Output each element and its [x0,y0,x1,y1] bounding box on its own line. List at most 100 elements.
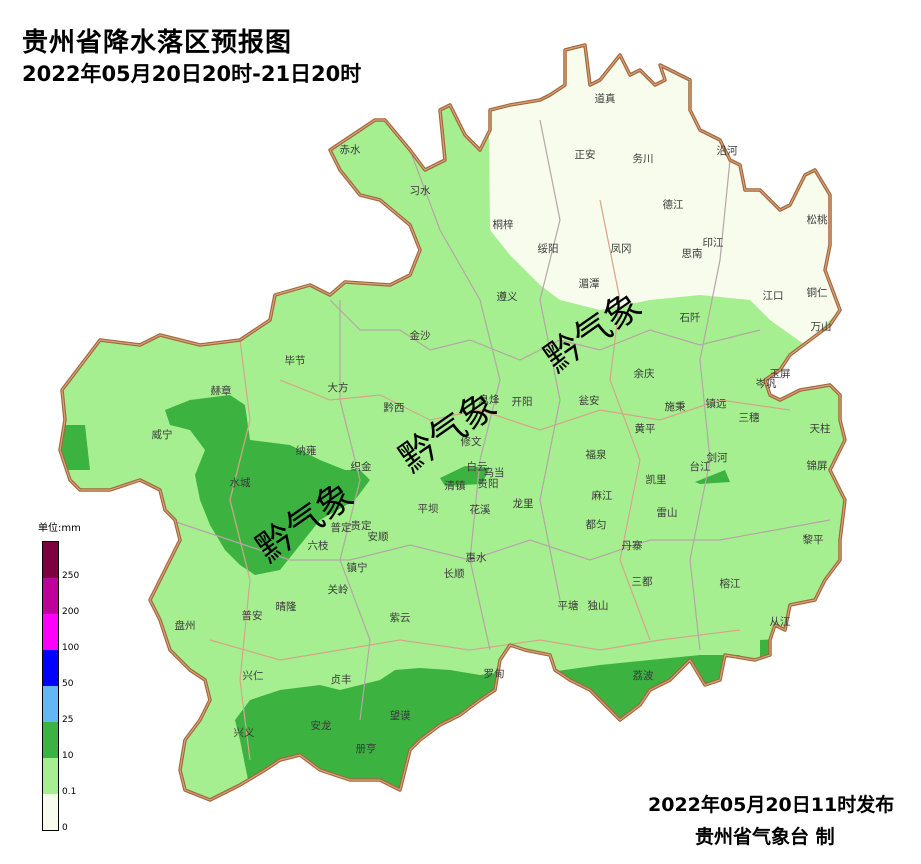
county-border-line [539,119,561,601]
county-label: 余庆 [634,367,655,380]
county-label: 黄平 [635,422,656,435]
county-label: 册亨 [356,742,377,755]
county-label: 纳雍 [296,444,317,457]
county-label: 盘州 [175,619,196,632]
legend-tick-label: 0.1 [62,787,77,797]
county-label: 务川 [633,152,654,165]
county-label: 锦屏 [807,459,828,472]
county-label: 沿河 [717,145,738,157]
legend-tick-label: 50 [62,679,74,689]
legend-swatch [43,578,58,614]
county-label: 威宁 [152,428,173,441]
county-label: 普安 [242,609,263,622]
county-label: 镇远 [706,397,727,410]
county-label: 独山 [588,599,609,612]
county-label: 毕节 [285,354,306,367]
heavy-rain-zone-west-edge [60,425,90,470]
county-label: 凯里 [646,473,667,486]
county-label: 金沙 [410,329,431,342]
county-label: 贞丰 [331,673,352,686]
county-label: 花溪 [470,503,491,516]
legend-tick-label: 25 [62,715,74,725]
county-label: 黔西 [384,401,405,414]
legend-unit: 单位:mm [38,523,81,534]
county-label: 江口 [763,290,784,302]
county-label: 黎平 [803,533,824,546]
issue-time: 2022年05月20日11时发布 [648,794,895,816]
legend-swatch [43,722,58,758]
county-label: 福泉 [586,448,607,461]
county-label: 白云 [467,460,488,473]
heavy-rain-zone-south [235,668,520,800]
legend-swatch [43,758,58,794]
county-label: 兴仁 [243,670,264,682]
county-label: 晴隆 [276,600,297,613]
legend-swatch [43,794,58,830]
county-label: 赤水 [340,144,361,156]
county-label: 开阳 [512,396,533,408]
county-label: 都匀 [586,519,607,531]
county-label: 紫云 [390,612,411,624]
county-label: 望谟 [390,709,411,722]
county-border-line [689,159,731,651]
county-border-line [209,629,741,661]
legend-tick-label: 0 [62,823,68,833]
heavy-rain-zone-congjiang [760,638,800,665]
county-label: 湄潭 [579,278,600,290]
county-label: 清镇 [445,479,466,492]
county-label: 兴义 [234,727,255,739]
province-boundary-highlight [59,44,846,801]
legend-swatch [43,542,58,578]
county-label: 三穗 [739,411,760,424]
county-label: 贵阳 [478,477,499,490]
county-label: 玉屏 [770,368,791,380]
county-label: 雷山 [657,507,678,519]
county-label: 镇宁 [347,561,368,574]
county-border-line [329,299,761,361]
heavy-rain-zone-taijiang [695,470,730,484]
county-border-line [229,339,251,761]
forecast-period: 2022年05月20日20时-21日20时 [22,62,362,86]
county-label: 贵定 [351,519,372,532]
county-border-line [599,199,651,641]
legend-swatch [43,650,58,686]
county-label: 习水 [410,185,431,197]
county-label: 麻江 [592,489,613,502]
county-label: 正安 [575,148,596,161]
county-label: 罗甸 [484,667,505,680]
county-label: 水城 [230,477,251,489]
county-label: 石阡 [680,312,701,324]
county-label: 六枝 [308,539,329,552]
county-borders [169,119,831,761]
county-label: 榕江 [720,577,741,590]
county-label: 荔波 [633,669,654,682]
county-label: 乌当 [484,466,505,479]
legend-tick-label: 200 [62,607,80,617]
county-border-line [339,300,371,721]
county-label: 道真 [595,92,616,105]
county-label: 遵义 [497,290,518,303]
county-label: 施秉 [665,400,686,413]
legend-tick-label: 100 [62,643,80,653]
producer: 贵州省气象台 制 [695,826,835,848]
legend-tick-label: 250 [62,571,80,581]
county-label: 思南 [682,247,703,260]
county-label: 万山 [811,321,832,333]
county-label: 三都 [632,576,653,588]
county-label: 丹寨 [622,539,643,552]
county-label: 惠水 [466,551,487,564]
county-border-line [409,149,501,651]
county-label: 龙里 [513,497,534,510]
county-label: 织金 [351,460,372,473]
county-label: 印江 [703,237,724,249]
county-label: 长顺 [444,568,465,580]
county-label: 岑巩 [756,378,777,390]
county-label: 大方 [328,381,349,394]
legend-color-bar [42,541,59,831]
county-label: 关岭 [328,583,349,596]
legend-swatch [43,686,58,722]
county-border-line [279,379,791,431]
legend-tick-label: 10 [62,751,74,761]
